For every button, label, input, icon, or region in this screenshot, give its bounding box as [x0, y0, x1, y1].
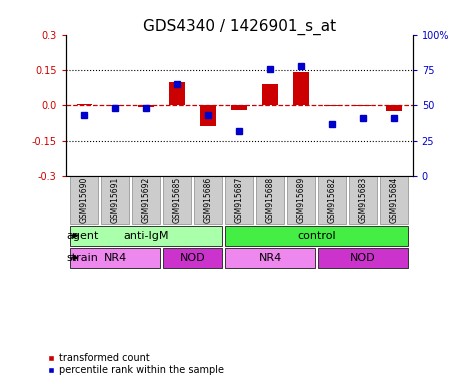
FancyBboxPatch shape [225, 248, 315, 268]
Text: GSM915686: GSM915686 [204, 177, 213, 223]
FancyBboxPatch shape [225, 226, 408, 246]
Legend: transformed count, percentile rank within the sample: transformed count, percentile rank withi… [47, 353, 224, 375]
FancyBboxPatch shape [132, 177, 160, 224]
FancyBboxPatch shape [163, 177, 191, 224]
Bar [356, 105, 371, 106]
FancyBboxPatch shape [70, 177, 98, 224]
Title: GDS4340 / 1426901_s_at: GDS4340 / 1426901_s_at [143, 18, 336, 35]
Text: agent: agent [66, 231, 98, 241]
Text: NOD: NOD [350, 253, 376, 263]
Text: GSM915684: GSM915684 [390, 177, 399, 223]
FancyBboxPatch shape [287, 177, 315, 224]
FancyBboxPatch shape [70, 248, 160, 268]
Bar [386, 105, 402, 111]
FancyBboxPatch shape [380, 177, 408, 224]
Bar [231, 105, 247, 110]
Text: control: control [297, 231, 336, 241]
Bar [107, 105, 123, 106]
Text: GSM915683: GSM915683 [359, 177, 368, 223]
Text: GSM915687: GSM915687 [234, 177, 244, 223]
FancyBboxPatch shape [101, 177, 129, 224]
Text: GSM915689: GSM915689 [297, 177, 306, 223]
Text: GSM915682: GSM915682 [328, 177, 337, 223]
Text: GSM915692: GSM915692 [142, 177, 151, 223]
Bar [200, 105, 216, 126]
Text: NOD: NOD [180, 253, 205, 263]
Text: NR4: NR4 [104, 253, 127, 263]
FancyBboxPatch shape [163, 248, 222, 268]
FancyBboxPatch shape [349, 177, 377, 224]
Text: GSM915688: GSM915688 [265, 177, 275, 223]
Text: GSM915685: GSM915685 [173, 177, 182, 223]
FancyBboxPatch shape [70, 226, 222, 246]
FancyBboxPatch shape [194, 177, 222, 224]
Text: anti-IgM: anti-IgM [123, 231, 169, 241]
Text: GSM915690: GSM915690 [80, 177, 89, 223]
FancyBboxPatch shape [318, 177, 346, 224]
FancyBboxPatch shape [256, 177, 284, 224]
FancyBboxPatch shape [318, 248, 408, 268]
Bar [76, 104, 92, 105]
Bar [294, 71, 309, 105]
Bar [169, 82, 185, 105]
Text: NR4: NR4 [258, 253, 282, 263]
Bar [325, 105, 340, 106]
FancyBboxPatch shape [225, 177, 253, 224]
Bar [138, 105, 154, 107]
Text: strain: strain [66, 253, 98, 263]
Text: GSM915691: GSM915691 [111, 177, 120, 223]
Bar [263, 84, 278, 105]
